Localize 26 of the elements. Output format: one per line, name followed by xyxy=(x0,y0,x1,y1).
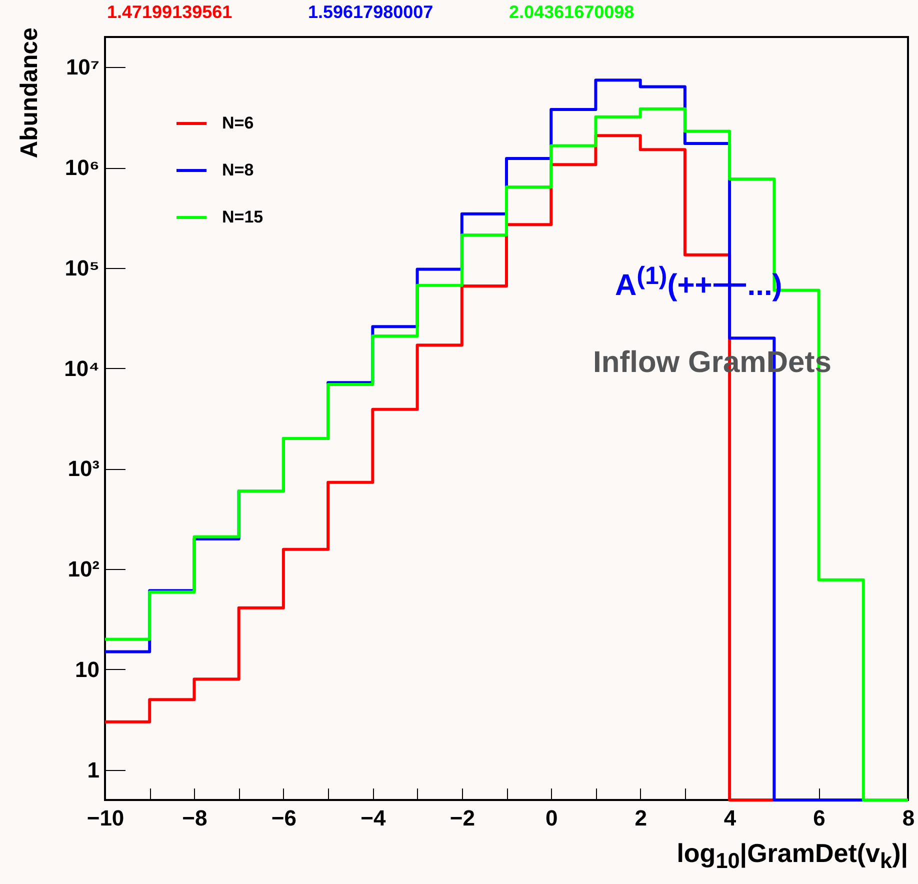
x-tick-label: 0 xyxy=(545,806,558,830)
y-axis-title: Abundance xyxy=(16,28,44,158)
x-tick-label: 4 xyxy=(724,806,737,830)
y-tick-label: 10³ xyxy=(68,456,100,482)
y-tick-label: 10 xyxy=(75,656,100,682)
x-tick-label: 6 xyxy=(813,806,826,830)
x-tick-label: 8 xyxy=(902,806,915,830)
x-tick-label: −8 xyxy=(182,806,208,830)
legend-label: N=8 xyxy=(222,160,254,180)
y-tick-label: 10⁷ xyxy=(66,54,100,80)
x-tick-label: −10 xyxy=(86,806,124,830)
y-tick-label: 10⁵ xyxy=(64,255,100,280)
x-tick-label: −2 xyxy=(450,806,475,830)
y-tick-label: 10² xyxy=(68,556,100,582)
text: 1.47199139561 xyxy=(107,2,232,23)
y-tick-label: 10⁶ xyxy=(64,155,100,180)
x-tick-label: −6 xyxy=(271,806,296,830)
x-tick-label: 2 xyxy=(634,806,647,830)
x-tick-label: −4 xyxy=(360,806,386,830)
legend-label: N=6 xyxy=(222,114,254,132)
y-tick-label: 1 xyxy=(87,757,100,782)
y-tick-label: 10⁴ xyxy=(64,356,100,381)
text: 1.59617980007 xyxy=(308,2,434,23)
x-axis-title: log$_{10}$|GramDet(v$_{k}$)| xyxy=(676,838,908,874)
text: 2.04361670098 xyxy=(509,2,634,23)
legend-label: N=15 xyxy=(222,208,264,226)
